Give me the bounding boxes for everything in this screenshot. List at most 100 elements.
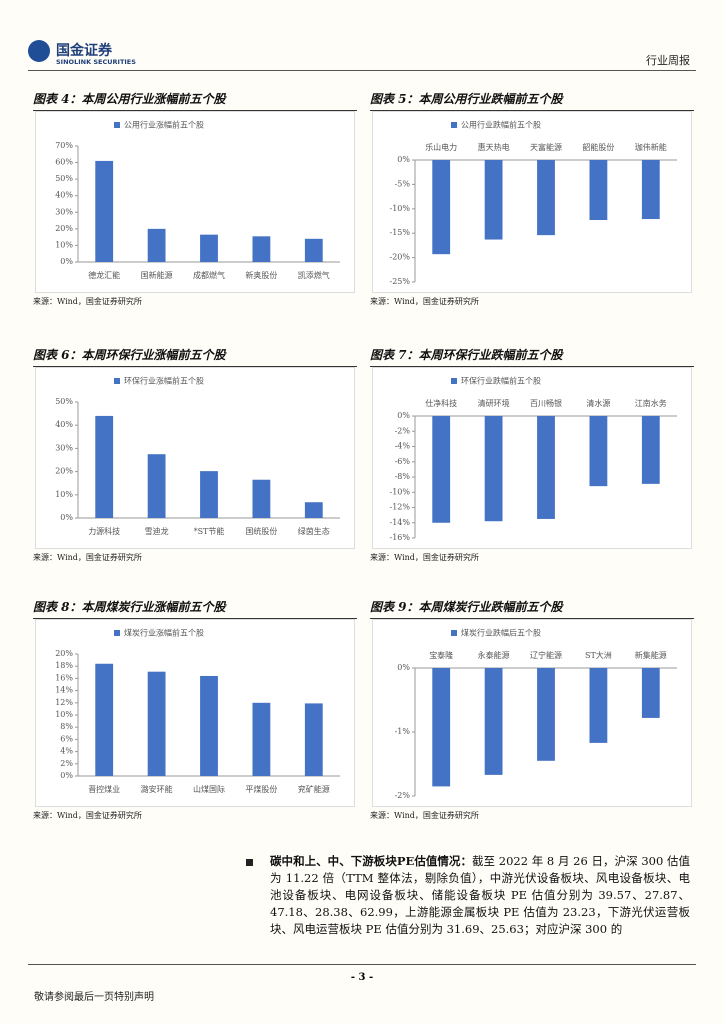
page-number: - 3 - xyxy=(350,972,374,983)
legend-swatch xyxy=(114,378,120,384)
footer-rule xyxy=(28,964,696,965)
legend-label: 煤炭行业跌幅后五个股 xyxy=(461,628,541,638)
bar xyxy=(304,502,323,518)
y-tick-label: 40% xyxy=(55,420,73,429)
x-tick-label: 德龙汇能 xyxy=(88,270,120,280)
bar xyxy=(147,228,166,262)
x-tick-label: 韶能股份 xyxy=(582,142,614,152)
x-tick-label: 珈伟新能 xyxy=(635,142,667,152)
chart-title: 图表 6：本周环保行业涨幅前五个股 xyxy=(33,346,357,367)
y-tick-label: 20% xyxy=(55,649,73,658)
bar xyxy=(95,663,114,776)
chart-source: 来源：Wind，国金证券研究所 xyxy=(370,553,479,562)
y-tick-label: -1% xyxy=(395,727,411,736)
x-tick-label: 永泰能源 xyxy=(478,650,510,660)
bar xyxy=(200,471,218,518)
chart-source: 来源：Wind，国金证券研究所 xyxy=(370,297,479,306)
x-tick-label: 成都燃气 xyxy=(193,270,225,280)
x-tick-label: 辽宁能源 xyxy=(530,650,562,660)
y-tick-label: -16% xyxy=(390,533,411,542)
bar xyxy=(641,160,660,220)
bar xyxy=(641,668,660,718)
bar xyxy=(537,160,555,236)
y-tick-label: 10% xyxy=(55,710,73,719)
y-tick-label: -10% xyxy=(390,487,411,496)
y-tick-label: -5% xyxy=(395,179,411,188)
x-tick-label: 新集能源 xyxy=(635,650,667,660)
chart-box: 公用行业跌幅前五个股 0% -5% -10% -15% -20% -25% 乐山电力 惠天热电 天… xyxy=(372,111,692,293)
header-rule xyxy=(28,70,696,71)
bar xyxy=(252,479,271,518)
y-tick-label: -14% xyxy=(390,518,411,527)
bar xyxy=(304,703,323,776)
chart: 煤炭行业涨幅前五个股 0% 2% 4% 6% 8% 10% 12% 14% 16% 18% 20% 晋控… xyxy=(55,628,340,794)
legend-swatch xyxy=(451,122,457,128)
y-tick-label: 4% xyxy=(60,747,73,756)
legend-label: 公用行业跌幅前五个股 xyxy=(461,120,541,130)
y-tick-label: 10% xyxy=(55,240,73,249)
y-tick-label: 30% xyxy=(55,207,73,216)
y-tick-label: 8% xyxy=(60,722,73,731)
x-tick-label: 绿茵生态 xyxy=(298,526,330,536)
y-tick-label: -2% xyxy=(395,791,411,800)
y-tick-label: 0% xyxy=(60,257,73,266)
y-tick-label: -6% xyxy=(395,457,411,466)
legend-swatch xyxy=(114,630,120,636)
y-tick-label: 70% xyxy=(55,141,73,150)
paragraph-lead: 碳中和上、中、下游板块PE估值情况： xyxy=(270,854,472,868)
chart-title: 图表 4：本周公用行业涨幅前五个股 xyxy=(33,90,357,111)
y-tick-label: 2% xyxy=(60,759,73,768)
bar xyxy=(432,668,451,787)
y-tick-label: 10% xyxy=(55,490,73,499)
chart: 环保行业跌幅前五个股 0% -2% -4% -6% -8% -10% -12% -14% -16%… xyxy=(390,376,677,542)
bar xyxy=(537,416,555,519)
y-tick-label: 50% xyxy=(55,174,73,183)
y-tick-label: 12% xyxy=(55,698,73,707)
y-tick-label: 60% xyxy=(55,158,73,167)
y-tick-label: 50% xyxy=(55,397,73,406)
bar xyxy=(200,234,218,262)
chart-box: 环保行业跌幅前五个股 0% -2% -4% -6% -8% -10% -12% -14% -16%… xyxy=(372,367,692,549)
y-tick-label: -12% xyxy=(390,503,411,512)
y-tick-label: 18% xyxy=(55,661,73,670)
x-tick-label: 潞安环能 xyxy=(141,784,173,794)
y-tick-label: 20% xyxy=(55,224,73,233)
y-tick-label: -20% xyxy=(390,253,411,262)
x-tick-label: 平煤股份 xyxy=(245,784,277,794)
logo-icon xyxy=(28,40,50,62)
y-tick-label: 16% xyxy=(55,673,73,682)
y-tick-label: 0% xyxy=(60,513,73,522)
bar xyxy=(147,671,166,776)
chart: 公用行业涨幅前五个股 0% 10% 20% 30% 40% 50% 60% 70% 德龙汇能 国新能… xyxy=(55,120,340,280)
x-tick-label: 天富能源 xyxy=(530,142,562,152)
legend-label: 环保行业涨幅前五个股 xyxy=(124,376,204,386)
x-tick-label: 新奥股份 xyxy=(245,270,277,280)
chart-box: 煤炭行业跌幅后五个股 0% -1% -2% 宝泰隆 永泰能源 辽宁能源 ST大洲 新集能源 xyxy=(372,619,692,807)
y-tick-label: 0% xyxy=(397,663,410,672)
bar xyxy=(589,668,608,743)
chart: 公用行业跌幅前五个股 0% -5% -10% -15% -20% -25% 乐山电力 惠天热电 天… xyxy=(390,120,677,286)
x-tick-label: 雪迪龙 xyxy=(145,526,169,536)
chart-box: 公用行业涨幅前五个股 0% 10% 20% 30% 40% 50% 60% 70% 德龙汇能 国新能… xyxy=(35,111,355,293)
paragraph: 碳中和上、中、下游板块PE估值情况：截至 2022 年 8 月 26 日，沪深 … xyxy=(270,853,690,938)
chart-source: 来源：Wind，国金证券研究所 xyxy=(33,811,142,820)
bar xyxy=(200,675,218,776)
chart-title: 图表 9：本周煤炭行业跌幅前五个股 xyxy=(370,598,694,619)
chart: 环保行业涨幅前五个股 0% 10% 20% 30% 40% 50% 力源科技 雪迪龙 *ST节能 国… xyxy=(55,376,340,536)
chart-box: 煤炭行业涨幅前五个股 0% 2% 4% 6% 8% 10% 12% 14% 16% 18% 20% 晋控… xyxy=(35,619,355,807)
y-tick-label: -8% xyxy=(395,472,411,481)
y-tick-label: -4% xyxy=(395,442,411,451)
bar xyxy=(484,416,503,522)
legend-swatch xyxy=(451,630,457,636)
bar xyxy=(537,668,555,761)
y-tick-label: 14% xyxy=(55,686,73,695)
chart-title: 图表 5：本周公用行业跌幅前五个股 xyxy=(370,90,694,111)
y-tick-label: 0% xyxy=(397,411,410,420)
x-tick-label: 国新能源 xyxy=(141,270,173,280)
bar xyxy=(484,160,503,240)
chart: 煤炭行业跌幅后五个股 0% -1% -2% 宝泰隆 永泰能源 辽宁能源 ST大洲 新集能源 xyxy=(395,628,677,800)
chart-source: 来源：Wind，国金证券研究所 xyxy=(370,811,479,820)
x-tick-label: 惠天热电 xyxy=(478,142,510,152)
disclaimer: 敬请参阅最后一页特别声明 xyxy=(34,992,154,1003)
